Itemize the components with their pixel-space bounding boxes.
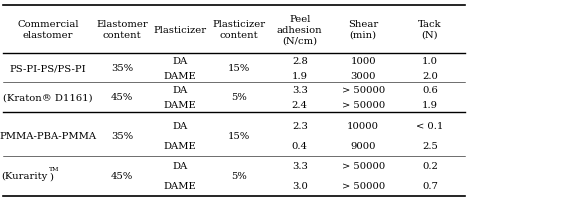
Text: DAME: DAME (164, 142, 196, 150)
Text: 9000: 9000 (350, 142, 376, 150)
Text: 3000: 3000 (350, 71, 376, 80)
Text: 15%: 15% (228, 132, 250, 140)
Text: Shear
(min): Shear (min) (348, 20, 378, 40)
Text: 2.4: 2.4 (292, 100, 308, 109)
Text: Tack
(N): Tack (N) (418, 20, 442, 40)
Text: 35%: 35% (111, 64, 133, 73)
Text: 1.9: 1.9 (292, 71, 308, 80)
Text: DAME: DAME (164, 182, 196, 190)
Text: 3.3: 3.3 (292, 86, 308, 95)
Text: 3.0: 3.0 (292, 182, 308, 190)
Text: Peel
adhesion
(N/cm): Peel adhesion (N/cm) (277, 15, 322, 45)
Text: > 50000: > 50000 (342, 162, 385, 170)
Text: 1.9: 1.9 (422, 100, 438, 109)
Text: ): ) (49, 172, 53, 180)
Text: 10000: 10000 (347, 122, 379, 130)
Text: 45%: 45% (111, 93, 133, 102)
Text: (Kurarity: (Kurarity (2, 171, 48, 181)
Text: 1.0: 1.0 (422, 57, 438, 66)
Text: DAME: DAME (164, 100, 196, 109)
Text: 0.6: 0.6 (422, 86, 438, 95)
Text: Elastomer
content: Elastomer content (96, 20, 148, 40)
Text: Plasticizer: Plasticizer (153, 26, 207, 34)
Text: 2.3: 2.3 (292, 122, 308, 130)
Text: TM: TM (49, 166, 59, 171)
Text: 1000: 1000 (350, 57, 376, 66)
Text: 0.4: 0.4 (292, 142, 308, 150)
Text: 0.7: 0.7 (422, 182, 438, 190)
Text: PMMA-PBA-PMMA: PMMA-PBA-PMMA (0, 132, 96, 140)
Text: DA: DA (173, 162, 188, 170)
Text: > 50000: > 50000 (342, 182, 385, 190)
Text: 3.3: 3.3 (292, 162, 308, 170)
Text: PS-PI-PS/PS-PI: PS-PI-PS/PS-PI (10, 64, 86, 73)
Text: (Kraton® D1161): (Kraton® D1161) (3, 93, 93, 102)
Text: 5%: 5% (231, 93, 247, 102)
Text: > 50000: > 50000 (342, 100, 385, 109)
Text: DA: DA (173, 122, 188, 130)
Text: 2.8: 2.8 (292, 57, 308, 66)
Text: 15%: 15% (228, 64, 250, 73)
Text: 2.5: 2.5 (422, 142, 438, 150)
Text: Plasticizer
content: Plasticizer content (212, 20, 266, 40)
Text: 5%: 5% (231, 172, 247, 180)
Text: DA: DA (173, 86, 188, 95)
Text: DAME: DAME (164, 71, 196, 80)
Text: 2.0: 2.0 (422, 71, 438, 80)
Text: > 50000: > 50000 (342, 86, 385, 95)
Text: DA: DA (173, 57, 188, 66)
Text: 0.2: 0.2 (422, 162, 438, 170)
Text: < 0.1: < 0.1 (416, 122, 444, 130)
Text: Commercial
elastomer: Commercial elastomer (17, 20, 78, 40)
Text: 45%: 45% (111, 172, 133, 180)
Text: 35%: 35% (111, 132, 133, 140)
